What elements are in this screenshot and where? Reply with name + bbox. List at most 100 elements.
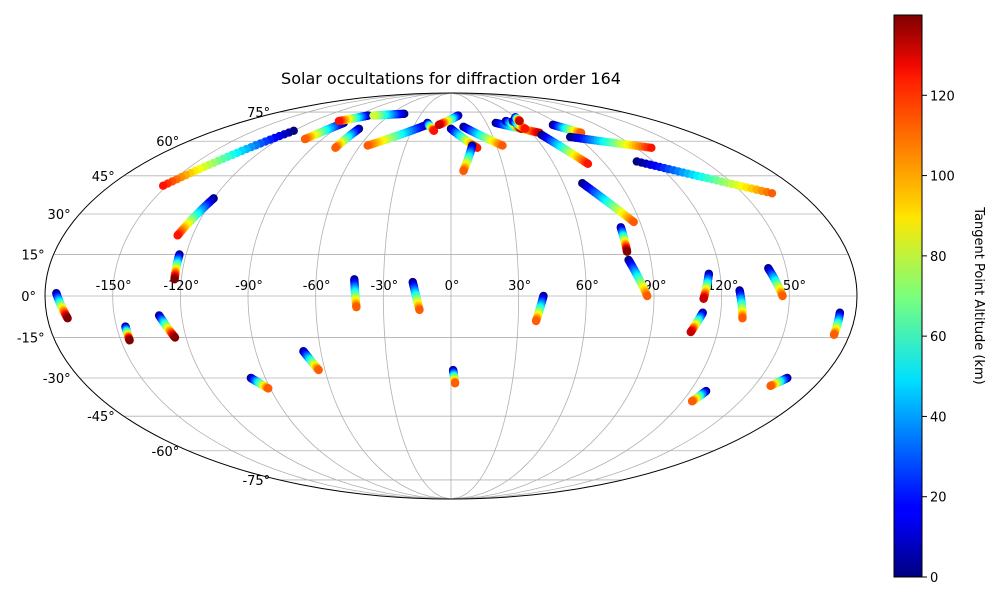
colorbar-ticks: 0 20 40 60 80 100 120 [922,89,955,586]
colorbar-tick-label: 60 [930,330,947,345]
occultation-track [578,179,638,227]
track-point [767,189,777,198]
longitude-tick-label: 120° [707,279,738,294]
meridian-line [247,93,452,499]
meridian-line [382,93,452,499]
track-point [429,126,439,135]
track-point [170,275,179,284]
colorbar-tick-label: 40 [930,410,947,425]
longitude-tick-label: -150° [96,279,132,294]
track-point [515,116,524,126]
track-point [643,291,652,301]
occultation-track [173,194,218,240]
meridian-line [450,93,790,499]
longitude-tick-label: 60° [576,279,599,294]
colorbar [893,14,923,578]
colorbar-tick-label: 20 [930,491,947,506]
latitude-tick-label: -75° [242,474,270,489]
track-point [125,336,134,345]
occultation-track [331,124,364,152]
latitude-tick-label: 60° [156,135,179,150]
track-point [520,124,530,133]
track-point [450,379,460,388]
occultation-track [423,118,439,135]
colorbar-tick-label: 100 [930,170,955,185]
occultation-track [299,347,323,375]
colorbar-tick-label: 0 [930,571,938,586]
track-point [331,143,340,152]
occultation-track [154,311,180,342]
occultation-track [350,275,361,312]
occultation-track [764,264,787,301]
occultation-track [829,308,845,340]
occultation-track [459,141,477,176]
track-point [300,134,310,144]
latitude-tick-label: -15° [17,332,45,347]
latitude-tick-label: -30° [43,372,71,387]
track-point [829,330,839,340]
longitude-tick-label: 30° [508,279,531,294]
track-point [264,384,273,393]
longitude-tick-labels: -150° -120° -90° -60° -30° 0° 30° 60° 90° 120° 150… [96,279,806,294]
track-point [622,247,632,256]
track-point [629,217,638,227]
latitude-tick-labels: 75° 60° 45° 30° 15° 0° -15° -30° -45° -60° -75° [17,106,270,489]
latitude-tick-label: 15° [22,248,45,263]
occultation-track [624,255,652,301]
track-point [173,231,182,240]
occultation-track [735,286,747,323]
longitude-tick-label: -60° [303,279,331,294]
longitude-tick-label: 0° [445,279,460,294]
occultation-track [158,126,298,190]
track-point [531,316,541,326]
occultation-track [632,157,777,198]
occultation-track [448,365,460,388]
latitude-tick-label: 30° [48,208,71,223]
latitude-tick-label: 0° [21,290,36,305]
colorbar-tick-label: 80 [930,250,947,265]
occultation-track [52,289,72,323]
map-outline [44,92,858,500]
track-point [314,365,323,375]
longitude-tick-label: -30° [370,279,398,294]
track-point [352,302,361,312]
occultation-track [766,373,792,391]
occultation-track [369,109,409,120]
track-point [334,116,344,126]
occultation-track [121,322,134,345]
meridian-line [315,93,452,499]
occultation-track [334,111,373,126]
occultation-track [408,277,424,315]
occultation-track [565,132,656,152]
track-point [583,159,593,169]
track-point [778,291,787,301]
colorbar-label: Tangent Point Altitude (km) [971,206,986,384]
occultation-tracks [52,109,845,406]
longitude-tick-label: -90° [235,279,263,294]
occultation-track [170,250,184,284]
meridian-line [112,93,452,499]
track-point [686,327,695,337]
track-point [647,143,656,152]
latitude-tick-label: 45° [92,170,115,185]
latitude-tick-label: -45° [87,410,115,425]
track-point [687,397,697,406]
track-point [498,141,507,150]
occultation-track [537,130,593,169]
occultation-track [699,269,714,303]
track-point [363,141,372,150]
track-point [158,181,168,190]
map-grid [45,93,857,499]
occultation-track [246,373,273,393]
meridian-line [450,93,587,499]
occultation-track [459,122,507,150]
track-point [459,166,468,176]
occultation-track [686,308,707,337]
occultation-track [363,120,431,150]
track-point [170,333,180,342]
latitude-tick-label: 75° [247,106,270,121]
occultation-track [616,223,632,256]
longitude-tick-label: -120° [163,279,199,294]
track-point [766,381,775,391]
chart-title: Solar occultations for diffraction order… [281,69,621,88]
